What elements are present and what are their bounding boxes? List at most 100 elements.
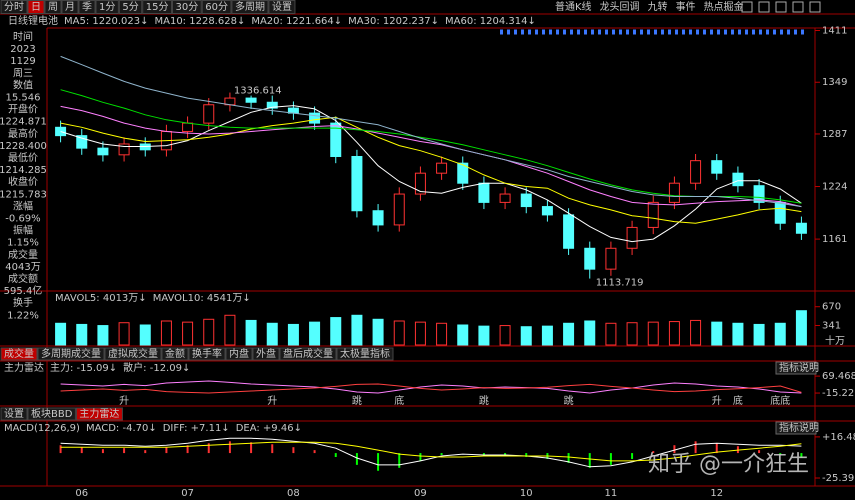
y-tick-label: 1287 xyxy=(822,129,847,140)
window-button[interactable] xyxy=(758,1,770,13)
tab[interactable] xyxy=(336,347,394,361)
tab[interactable] xyxy=(201,0,232,14)
help-button[interactable] xyxy=(775,421,817,435)
candle-body xyxy=(351,155,363,212)
tab-label[interactable]: 太极量指标 xyxy=(340,347,390,360)
tab[interactable] xyxy=(231,0,269,14)
tab-label[interactable]: 板块BBD xyxy=(31,407,73,420)
window-button[interactable] xyxy=(792,1,804,13)
candle-body xyxy=(478,182,490,203)
tab[interactable] xyxy=(75,407,123,421)
tab[interactable] xyxy=(0,0,28,14)
tab-label[interactable]: 外盘 xyxy=(256,347,276,360)
info-text: 1228.400 xyxy=(0,141,47,152)
tab-label[interactable]: 30分 xyxy=(175,1,198,13)
tab[interactable] xyxy=(252,347,280,361)
toolbar-button[interactable]: 普通K线 xyxy=(555,0,592,13)
tab[interactable] xyxy=(61,0,79,14)
candle-body xyxy=(118,143,130,156)
info-text: 2023 xyxy=(10,44,35,55)
tab[interactable] xyxy=(279,347,337,361)
tab-label[interactable]: 周 xyxy=(48,1,58,13)
candle-body xyxy=(605,247,617,270)
tab[interactable] xyxy=(0,407,28,421)
window-controls xyxy=(741,1,821,13)
volume-bar xyxy=(478,325,490,346)
legend-entry: MA5: 1220.023↓ xyxy=(64,16,148,27)
candle-body xyxy=(711,160,723,174)
tab[interactable] xyxy=(0,347,38,361)
instrument-name: 锂电池 xyxy=(28,14,58,27)
tab[interactable] xyxy=(27,0,45,14)
tab-label[interactable]: 1分 xyxy=(99,1,115,13)
volume-bar xyxy=(541,325,553,346)
tab-label[interactable]: 多周期 xyxy=(235,0,265,13)
tab-label[interactable]: 设置 xyxy=(272,1,292,13)
window-button[interactable] xyxy=(741,1,753,13)
watermark: 知乎 @一介狂生 xyxy=(648,452,809,477)
tab[interactable] xyxy=(27,407,76,421)
tab-label[interactable]: 虚拟成交量 xyxy=(108,347,158,360)
candle-body xyxy=(499,193,511,203)
tab[interactable] xyxy=(225,347,253,361)
tab[interactable] xyxy=(78,0,96,14)
window-button[interactable] xyxy=(809,1,821,13)
ma-line xyxy=(60,105,802,208)
toolbar-button[interactable]: 事件 xyxy=(676,0,696,13)
candle-body xyxy=(393,193,405,226)
tab-label[interactable]: 分时 xyxy=(4,1,24,13)
tab-label[interactable]: 多周期成交量 xyxy=(41,347,101,360)
candle-body xyxy=(753,185,765,203)
toolbar-button[interactable]: 热点掘金 xyxy=(704,0,744,13)
tab[interactable] xyxy=(95,0,119,14)
window-button[interactable] xyxy=(775,1,787,13)
tab-label[interactable]: 金额 xyxy=(165,347,185,360)
info-text: 换手 xyxy=(13,296,33,309)
volume-bar xyxy=(753,323,765,346)
tab[interactable] xyxy=(268,0,296,14)
candle-body xyxy=(203,104,215,124)
x-tick-label: 11 xyxy=(605,488,618,499)
tab[interactable] xyxy=(37,347,105,361)
tab[interactable] xyxy=(118,0,143,14)
tab-label[interactable]: 季 xyxy=(82,1,92,13)
tab-label[interactable]: 内盘 xyxy=(229,347,249,360)
tab[interactable] xyxy=(188,347,226,361)
tab[interactable] xyxy=(171,0,202,14)
volume-bar xyxy=(605,322,617,346)
candle-body xyxy=(55,126,67,137)
tab-label[interactable]: 盘后成交量 xyxy=(283,347,333,360)
tab-label[interactable]: 月 xyxy=(65,1,75,13)
tab-label[interactable]: 主力雷达 xyxy=(79,407,119,420)
tab-label[interactable]: 成交量 xyxy=(4,347,34,360)
tab[interactable] xyxy=(104,347,162,361)
ma-line xyxy=(60,116,802,224)
toolbar-button[interactable]: 九转 xyxy=(648,0,668,13)
x-tick-label: 07 xyxy=(181,488,194,499)
volume-bar xyxy=(520,326,532,346)
period-label: 日线 xyxy=(8,14,28,27)
help-button-label[interactable]: 指标说明 xyxy=(779,361,819,374)
volume-bar xyxy=(584,320,596,346)
legend-entry: MACD: -4.70↓ xyxy=(86,423,157,434)
indicator-line xyxy=(60,383,802,394)
info-text: 1215.783 xyxy=(0,189,47,200)
tab-label[interactable]: 设置 xyxy=(4,408,24,420)
tab[interactable] xyxy=(44,0,62,14)
help-button[interactable] xyxy=(775,361,817,375)
tab-label[interactable]: 5分 xyxy=(122,1,138,13)
candle-body xyxy=(774,201,786,224)
info-text: 15.546 xyxy=(6,93,41,104)
tab-label[interactable]: 换手率 xyxy=(192,347,222,360)
volume-bar xyxy=(774,322,786,346)
signal-label: 底 xyxy=(394,394,404,407)
tab-label[interactable]: 日 xyxy=(31,2,41,13)
tab-label[interactable]: 15分 xyxy=(146,1,169,13)
tab[interactable] xyxy=(161,347,189,361)
tab-label[interactable]: 60分 xyxy=(205,1,228,13)
toolbar-button[interactable]: 龙头回调 xyxy=(600,0,640,13)
x-tick-label: 08 xyxy=(287,488,300,499)
tab[interactable] xyxy=(142,0,172,14)
help-button-label[interactable]: 指标说明 xyxy=(779,421,819,434)
